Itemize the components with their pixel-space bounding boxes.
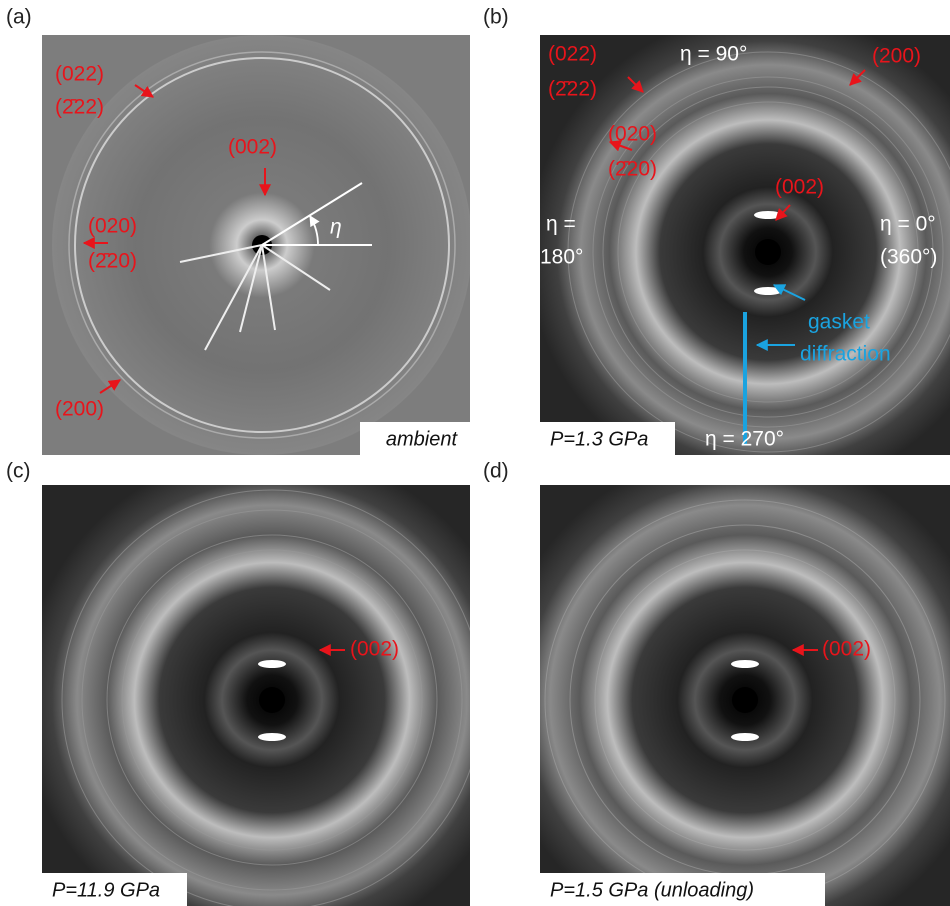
miller-index: (200) [872, 45, 921, 68]
gasket-label: gasket [808, 311, 870, 334]
miller-index: (2̄22) [548, 78, 597, 101]
panel-d [495, 450, 950, 906]
angle-label: 180° [540, 246, 583, 269]
miller-index: (2̄20) [608, 158, 657, 181]
miller-index: (020) [608, 123, 657, 146]
angle-symbol: η [330, 216, 342, 239]
panel-label: (b) [483, 6, 509, 29]
miller-index: (002) [228, 136, 277, 159]
angle-label: η = 90° [680, 43, 747, 66]
condition: ambient [386, 428, 459, 450]
miller-index: (200) [55, 398, 104, 421]
panel-a [42, 35, 472, 455]
angle-label: (360°) [880, 246, 937, 269]
panel-c [22, 450, 522, 906]
miller-index: (002) [822, 638, 871, 661]
panel-label: (a) [6, 6, 32, 29]
pattern [52, 35, 472, 455]
miller-index: (002) [350, 638, 399, 661]
angle-label: η = [546, 213, 576, 236]
figure: (a) (b) (c) (d) ambient P=1.3 GPa P=11.9… [0, 0, 950, 906]
condition: P=1.3 GPa [550, 428, 648, 450]
condition: P=11.9 GPa [52, 879, 160, 901]
miller-index: (022) [55, 63, 104, 86]
miller-index: (2̄22) [55, 96, 104, 119]
miller-index: (002) [775, 176, 824, 199]
miller-index: (2̄20) [88, 250, 137, 273]
angle-label: η = 0° [880, 213, 936, 236]
condition: P=1.5 GPa (unloading) [550, 879, 754, 901]
miller-index: (022) [548, 43, 597, 66]
miller-index: (020) [88, 215, 137, 238]
angle-label: η = 270° [705, 428, 784, 451]
panel-label: (d) [483, 460, 509, 483]
panel-label: (c) [6, 460, 31, 483]
gasket-label: diffraction [800, 343, 891, 366]
